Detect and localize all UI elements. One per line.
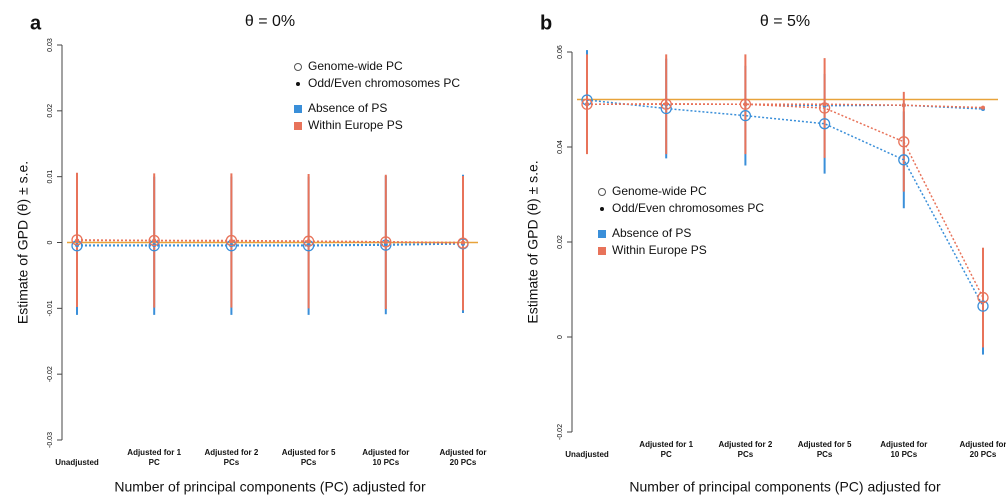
- x-axis-label: Number of principal components (PC) adju…: [629, 479, 941, 495]
- odd-even-point: [901, 103, 906, 108]
- y-axis-label: Estimate of GPD (θ) ± s.e.: [15, 161, 31, 324]
- odd-even-point: [664, 101, 669, 106]
- x-tick-label: Adjusted for 1 PC: [639, 440, 694, 459]
- panel-label: a: [30, 12, 42, 34]
- y-tick-label: -0.03: [47, 432, 54, 448]
- genome-wide-point: [302, 235, 315, 247]
- genome-wide-point: [739, 110, 752, 122]
- odd-even-point: [585, 102, 589, 107]
- series-line: [77, 243, 464, 246]
- y-tick-label: 0.03: [47, 38, 54, 52]
- x-tick-label: Adjusted for 5 PCs: [281, 448, 336, 467]
- y-tick-label: 0.02: [47, 104, 54, 118]
- x-axis-label: Number of principal components (PC) adju…: [114, 479, 426, 495]
- legend-swatch: [294, 122, 302, 130]
- legend-marker: [296, 82, 300, 86]
- genome-wide-point: [977, 300, 989, 312]
- legend-swatch: [294, 105, 302, 113]
- genome-wide-point: [71, 234, 83, 246]
- panel-title: θ = 5%: [760, 13, 810, 30]
- x-tick-label: Adjusted for 20 PCs: [439, 448, 487, 467]
- genome-wide-point: [457, 237, 469, 249]
- genome-wide-point: [148, 234, 160, 247]
- odd-even-point: [822, 102, 827, 107]
- y-tick-label: 0.02: [557, 235, 564, 249]
- y-tick-label: 0: [47, 240, 54, 244]
- panel-label: b: [540, 12, 552, 34]
- legend-label: Absence of PS: [308, 101, 387, 115]
- series-line: [587, 103, 984, 110]
- panel-title: θ = 0%: [245, 13, 295, 30]
- y-tick-label: 0.06: [557, 45, 564, 59]
- y-tick-label: 0: [557, 335, 564, 339]
- legend-label: Odd/Even chromosomes PC: [308, 76, 460, 90]
- genome-wide-point: [818, 118, 831, 130]
- odd-even-point: [383, 239, 388, 244]
- y-tick-label: -0.02: [47, 366, 54, 382]
- x-tick-label: Adjusted for 10 PCs: [362, 448, 410, 467]
- x-tick-label: Adjusted for 1 PC: [127, 448, 182, 467]
- genome-wide-point: [739, 98, 752, 110]
- legend-label: Odd/Even chromosomes PC: [612, 201, 764, 215]
- genome-wide-point: [898, 136, 910, 148]
- genome-wide-point: [380, 236, 392, 248]
- series-line: [586, 99, 984, 307]
- legend-swatch: [598, 247, 606, 255]
- legend-swatch: [598, 230, 606, 238]
- odd-even-point: [743, 102, 748, 107]
- legend-label: Within Europe PS: [308, 118, 403, 132]
- odd-even-point: [306, 239, 311, 244]
- y-tick-label: 0.01: [47, 170, 54, 184]
- y-tick-label: -0.01: [47, 300, 54, 316]
- legend-label: Absence of PS: [612, 226, 691, 240]
- genome-wide-point: [660, 98, 672, 110]
- genome-wide-point: [225, 234, 238, 247]
- y-tick-label: 0.04: [557, 140, 564, 154]
- legend-marker: [598, 188, 606, 196]
- odd-even-point: [461, 240, 465, 245]
- genome-wide-point: [977, 291, 989, 304]
- odd-even-point: [75, 238, 79, 243]
- series-line: [77, 239, 464, 244]
- legend-label: Within Europe PS: [612, 243, 707, 257]
- y-axis-label: Estimate of GPD (θ) ± s.e.: [525, 160, 541, 323]
- genome-wide-point: [898, 154, 910, 166]
- x-tick-label: Unadjusted: [565, 450, 609, 459]
- y-tick-label: -0.02: [557, 424, 564, 440]
- x-tick-label: Unadjusted: [55, 458, 99, 467]
- x-tick-label: Adjusted for 20 PCs: [959, 440, 1006, 459]
- legend-marker: [600, 207, 604, 211]
- x-tick-label: Adjusted for 2 PCs: [204, 448, 259, 467]
- legend-label: Genome-wide PC: [308, 59, 403, 73]
- x-tick-label: Adjusted for 10 PCs: [880, 440, 928, 459]
- legend-marker: [294, 63, 302, 71]
- odd-even-point: [152, 238, 157, 243]
- legend-label: Genome-wide PC: [612, 184, 707, 198]
- odd-even-point: [981, 105, 985, 110]
- odd-even-point: [229, 239, 234, 244]
- genome-wide-point: [581, 98, 593, 110]
- x-tick-label: Adjusted for 2 PCs: [718, 440, 773, 459]
- x-tick-label: Adjusted for 5 PCs: [797, 440, 852, 459]
